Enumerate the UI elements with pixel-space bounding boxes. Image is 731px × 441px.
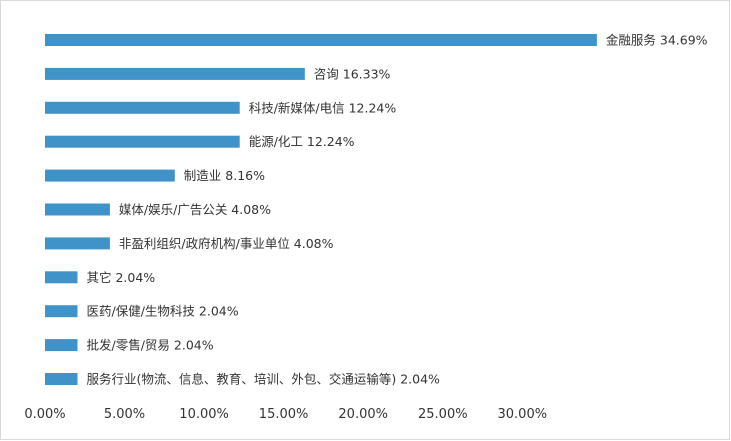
bar-label: 服务行业(物流、信息、教育、培训、外包、交通运输等) 2.04% (87, 372, 441, 387)
bar-label: 非盈利组织/政府机构/事业单位 4.08% (119, 236, 334, 251)
bar (45, 237, 110, 250)
bar (45, 169, 175, 182)
x-tick-label: 30.00% (498, 407, 548, 422)
bar-label: 咨询 16.33% (314, 66, 391, 81)
bar-label: 能源/化工 12.24% (249, 134, 355, 149)
bar-label: 医药/保健/生物科技 2.04% (87, 304, 239, 319)
bar-label: 批发/零售/贸易 2.04% (87, 338, 214, 353)
x-tick-label: 25.00% (418, 407, 468, 422)
bar (45, 203, 110, 216)
bar (45, 339, 78, 352)
bar (45, 101, 240, 114)
x-tick-label: 5.00% (104, 407, 145, 422)
bar-labels-group: 金融服务 34.69% 咨询 16.33% 科技/新媒体/电信 12.24% 能源/化… (87, 33, 708, 387)
bar (45, 271, 78, 284)
bar-label: 其它 2.04% (87, 270, 156, 285)
bars-group (45, 34, 597, 385)
bar (45, 34, 597, 46)
bar (45, 305, 78, 318)
x-axis-ticks: 0.00% 5.00% 10.00% 15.00% 20.00% 25.00% 30.00% (24, 407, 547, 422)
x-tick-label: 20.00% (338, 407, 388, 422)
bar-label: 科技/新媒体/电信 12.24% (249, 100, 397, 115)
bar (45, 373, 78, 385)
bar (45, 135, 240, 148)
bar-label: 金融服务 34.69% (606, 33, 708, 48)
bar (45, 67, 305, 80)
x-tick-label: 15.00% (259, 407, 309, 422)
x-tick-label: 0.00% (24, 407, 65, 422)
bar-label: 制造业 8.16% (184, 168, 265, 183)
bar-label: 媒体/娱乐/广告公关 4.08% (119, 202, 271, 217)
x-tick-label: 10.00% (179, 407, 229, 422)
